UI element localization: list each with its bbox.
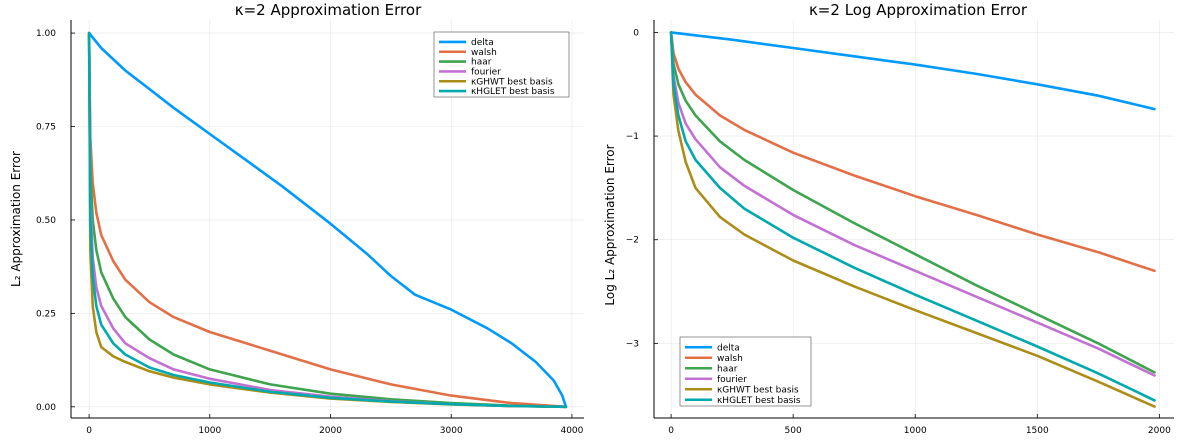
legend-label: fourier bbox=[471, 67, 501, 77]
legend-label: fourier bbox=[717, 375, 747, 385]
legend-label: delta bbox=[717, 343, 740, 353]
right-chart-series bbox=[669, 31, 1156, 408]
series-line bbox=[669, 31, 1156, 408]
y-tick-label: 0.00 bbox=[36, 403, 56, 413]
x-tick-label: 2000 bbox=[1148, 426, 1171, 436]
right-chart-grid bbox=[654, 20, 1174, 418]
y-tick-label: 0.50 bbox=[36, 216, 56, 226]
x-tick-label: 0 bbox=[86, 426, 92, 436]
series-line bbox=[669, 31, 1156, 273]
series-line bbox=[87, 31, 568, 409]
y-tick-label: 0.25 bbox=[36, 309, 56, 319]
y-tick-label: 1.00 bbox=[36, 29, 56, 39]
left-chart-x-ticks: 0 1000 2000 3000 4000 bbox=[86, 414, 584, 436]
right-chart-x-ticks: 0 500 1000 1500 2000 bbox=[668, 414, 1171, 436]
legend-label: haar bbox=[717, 364, 738, 374]
x-tick-label: 4000 bbox=[560, 426, 583, 436]
legend-label: κHGLET best basis bbox=[471, 87, 555, 97]
x-tick-label: 1500 bbox=[1026, 426, 1049, 436]
series-line bbox=[87, 31, 568, 409]
y-tick-label: −2 bbox=[626, 236, 639, 246]
series-line bbox=[669, 31, 1156, 374]
x-tick-label: 1000 bbox=[198, 426, 221, 436]
x-tick-label: 2000 bbox=[319, 426, 342, 436]
y-tick-label: −3 bbox=[626, 339, 639, 349]
legend-label: walsh bbox=[471, 48, 497, 58]
left-chart-series bbox=[87, 31, 568, 409]
right-chart-y-ticks: 0 −1 −2 −3 bbox=[626, 28, 658, 349]
x-tick-label: 3000 bbox=[440, 426, 463, 436]
series-line bbox=[87, 31, 568, 409]
right-chart-y-axis-label: Log L₂ Approximation Error bbox=[603, 144, 617, 305]
legend-label: κGHWT best basis bbox=[471, 77, 553, 87]
series-line bbox=[87, 31, 568, 409]
legend-label: κGHWT best basis bbox=[717, 385, 799, 395]
legend-label: walsh bbox=[717, 354, 743, 364]
y-tick-label: 0 bbox=[633, 28, 639, 38]
right-chart-panel: κ=2 Log Approximation Error Log L₂ Appro… bbox=[603, 1, 1174, 436]
right-chart-axes bbox=[653, 20, 1174, 419]
x-tick-label: 0 bbox=[668, 426, 674, 436]
left-chart-panel: κ=2 Approximation Error L₂ Approximation… bbox=[9, 1, 584, 436]
left-chart-y-axis-label: L₂ Approximation Error bbox=[9, 151, 23, 287]
series-line bbox=[669, 31, 1156, 111]
y-tick-label: −1 bbox=[626, 132, 639, 142]
y-tick-label: 0.75 bbox=[36, 123, 56, 133]
right-chart-title: κ=2 Log Approximation Error bbox=[809, 1, 1028, 19]
legend-label: haar bbox=[471, 58, 492, 68]
left-chart-y-ticks: 0.00 0.25 0.50 0.75 1.00 bbox=[36, 29, 75, 413]
x-tick-label: 1000 bbox=[904, 426, 927, 436]
left-chart-axes bbox=[70, 20, 584, 419]
series-line bbox=[669, 31, 1156, 402]
series-line bbox=[669, 31, 1156, 377]
legend-label: κHGLET best basis bbox=[717, 396, 801, 406]
legend-label: delta bbox=[471, 38, 494, 48]
x-tick-label: 500 bbox=[785, 426, 802, 436]
left-chart-title: κ=2 Approximation Error bbox=[235, 1, 422, 19]
